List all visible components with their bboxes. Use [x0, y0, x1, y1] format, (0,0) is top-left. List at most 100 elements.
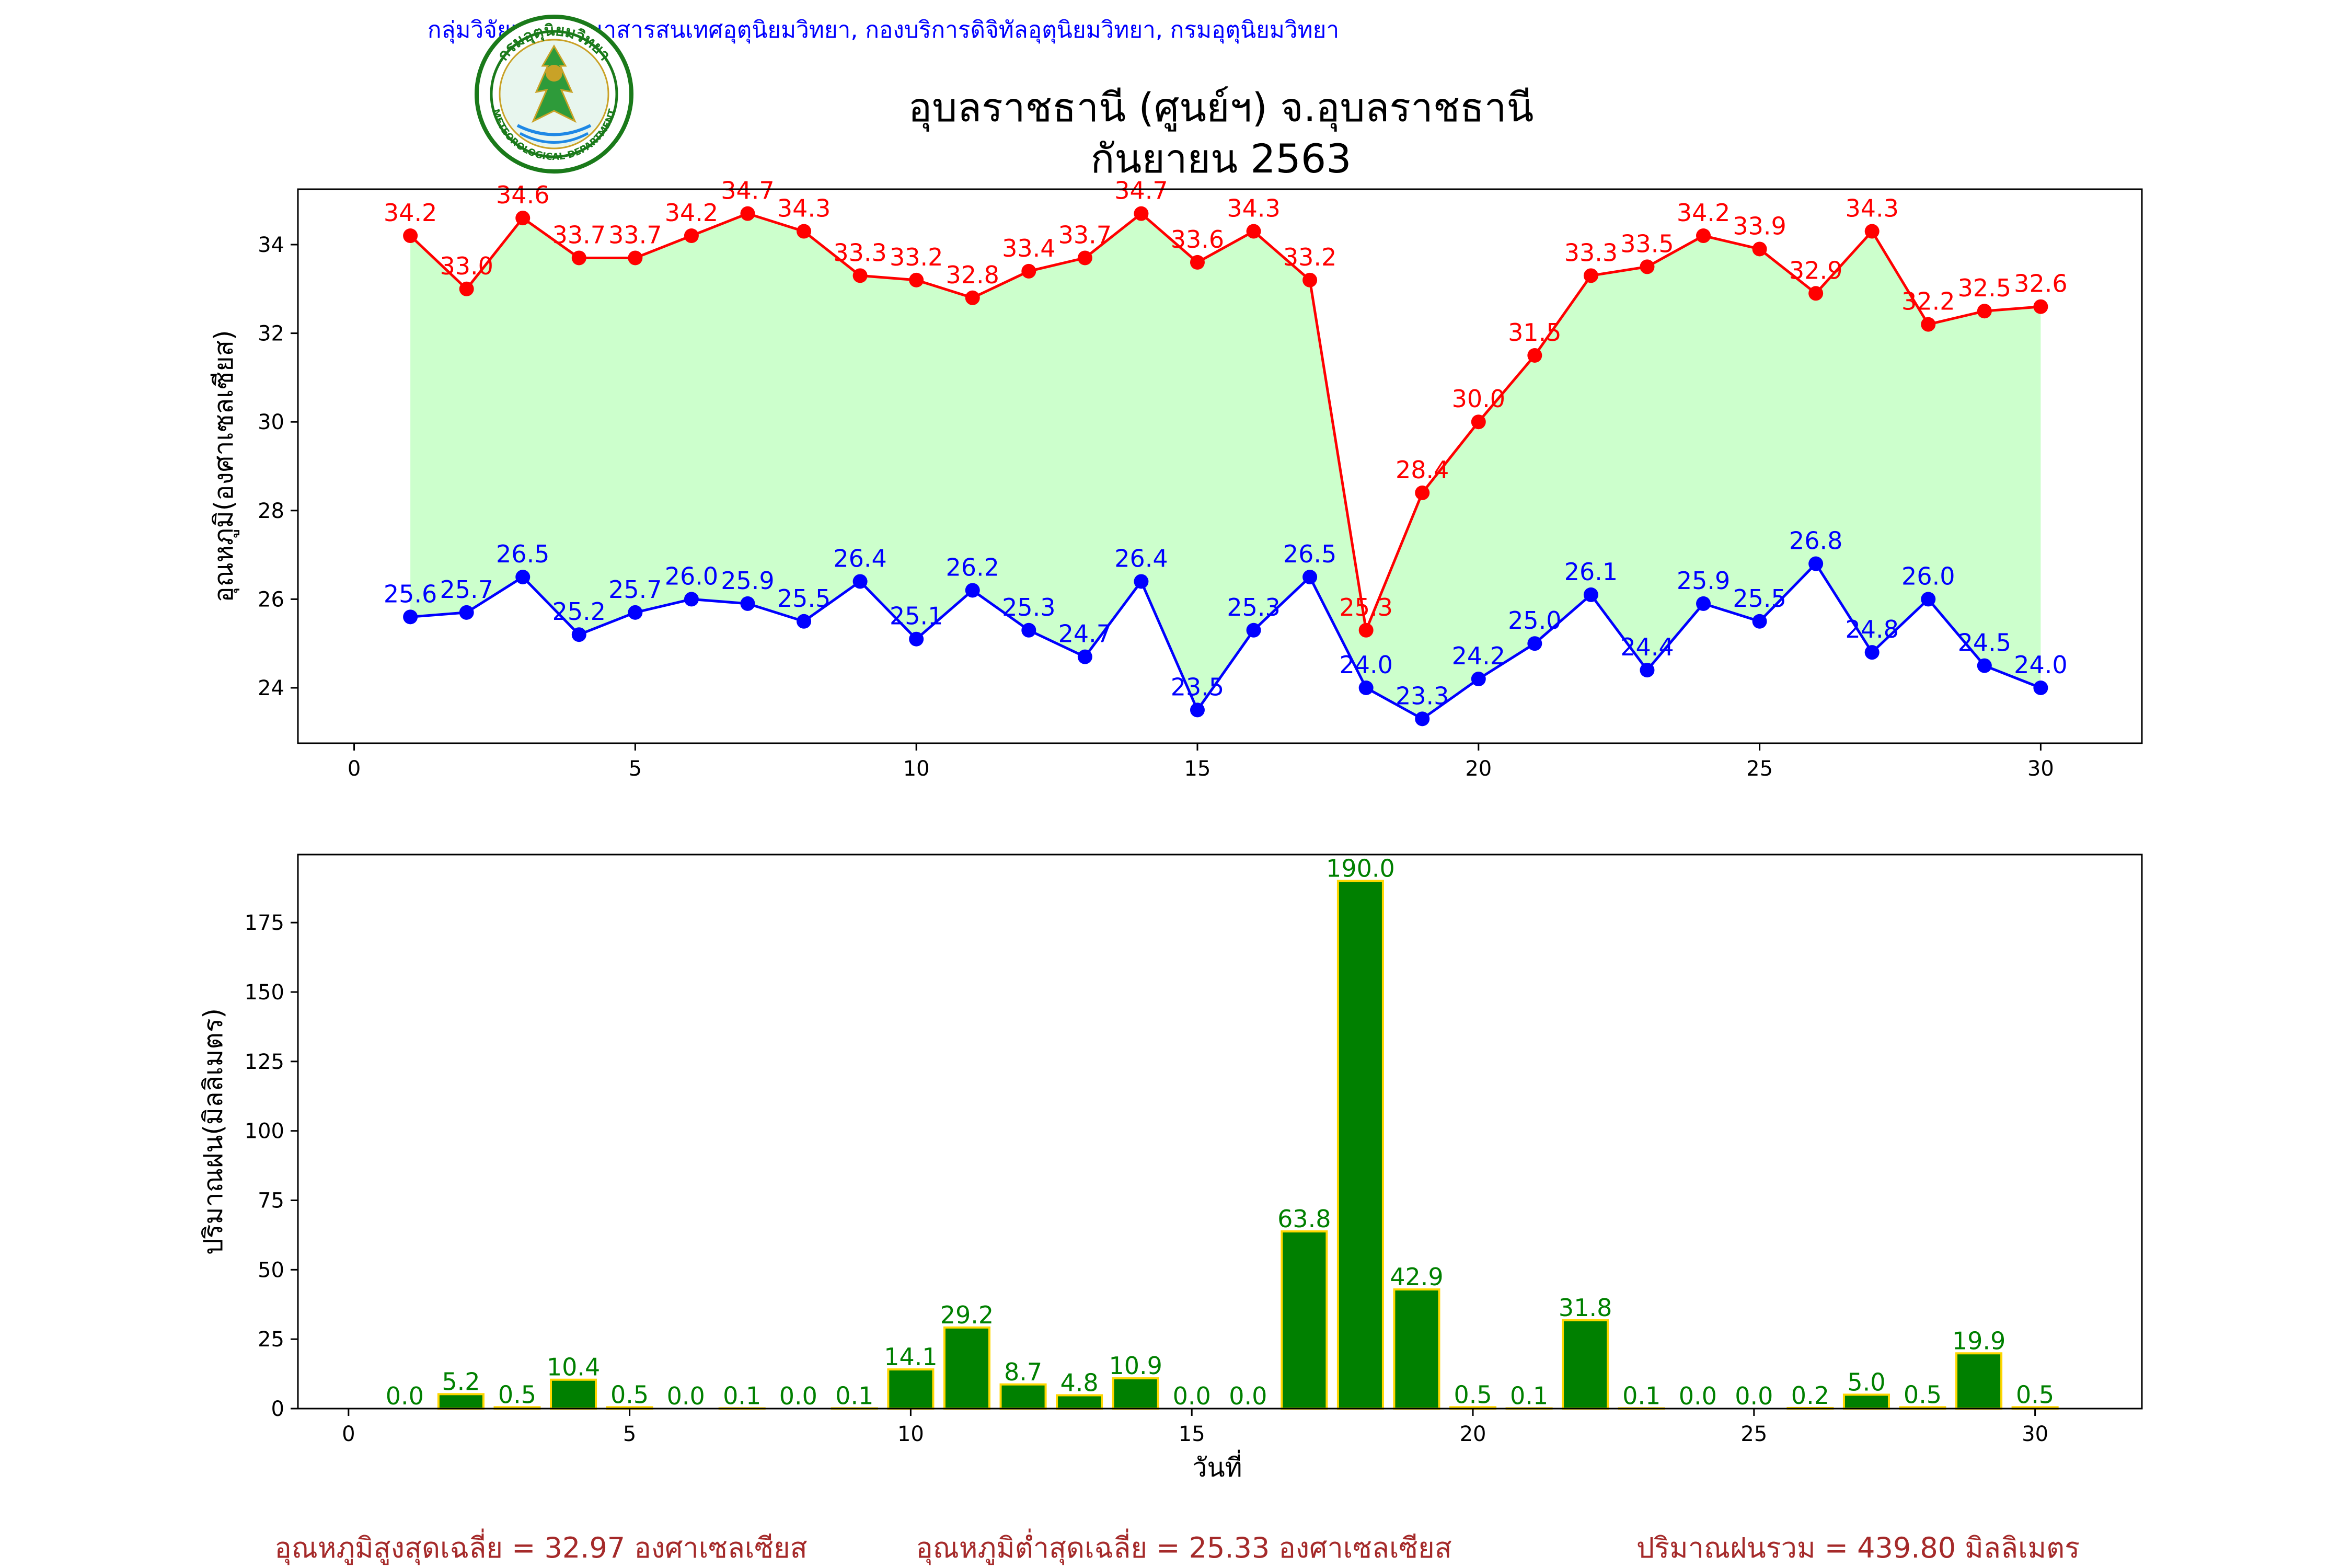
- temperature-max-point: [1583, 268, 1598, 283]
- x-tick-label: 10: [903, 757, 930, 781]
- temperature-max-point: [1640, 259, 1655, 274]
- y-tick-label: 125: [245, 1050, 284, 1074]
- rainfall-x-axis-label: วันที่: [1192, 1450, 1242, 1483]
- y-tick-label: 28: [258, 499, 284, 523]
- rainfall-bar-label: 0.1: [835, 1381, 873, 1410]
- temperature-max-point: [1302, 272, 1318, 287]
- y-tick-label: 32: [258, 322, 284, 346]
- temperature-max-label: 34.7: [721, 177, 774, 205]
- temperature-min-point: [852, 574, 868, 589]
- rainfall-bar-label: 0.5: [498, 1380, 536, 1409]
- rainfall-bar-label: 0.1: [723, 1381, 761, 1410]
- temperature-min-point: [1134, 574, 1149, 589]
- temperature-max-point: [1021, 263, 1036, 279]
- temperature-min-label: 26.4: [833, 544, 886, 572]
- temperature-max-label: 33.6: [1171, 225, 1224, 253]
- temperature-max-label: 34.2: [384, 199, 437, 227]
- y-tick-label: 34: [258, 233, 284, 257]
- rainfall-bar-label: 190.0: [1326, 854, 1395, 882]
- x-tick-label: 25: [1740, 1422, 1767, 1446]
- x-tick-label: 15: [1179, 1422, 1205, 1446]
- rainfall-bar-label: 0.5: [1904, 1380, 1942, 1409]
- temperature-min-label: 25.7: [440, 575, 493, 604]
- rainfall-bar-label: 0.0: [667, 1382, 705, 1410]
- y-tick-label: 24: [258, 676, 284, 700]
- temperature-max-point: [797, 224, 812, 239]
- rainfall-bar-label: 5.0: [1847, 1368, 1885, 1396]
- footer-avg-min: อุณหภูมิต่ำสุดเฉลี่ย = 25.33 องศาเซลเซีย…: [916, 1528, 1451, 1565]
- temperature-max-label: 34.6: [496, 181, 549, 209]
- x-tick-label: 5: [629, 757, 642, 781]
- temperature-max-point: [1921, 317, 1936, 332]
- rainfall-bar: [1393, 1288, 1440, 1410]
- temperature-min-label: 24.8: [1845, 615, 1898, 643]
- temperature-min-label: 26.8: [1789, 527, 1842, 555]
- temperature-min-label: 26.1: [1564, 558, 1618, 586]
- temperature-max-point: [1752, 241, 1767, 257]
- temperature-max-label: 33.3: [833, 238, 886, 267]
- x-tick-label: 30: [2027, 757, 2054, 781]
- temperature-min-label: 26.4: [1114, 544, 1168, 572]
- rainfall-bars: [437, 880, 2059, 1410]
- rainfall-bar-label: 0.0: [1679, 1382, 1717, 1410]
- y-tick-label: 150: [245, 981, 284, 1005]
- rainfall-bar-label: 19.9: [1952, 1327, 2005, 1355]
- temperature-min-point: [1077, 649, 1092, 664]
- temperature-min-point: [571, 627, 586, 642]
- temperature-max-point: [571, 250, 586, 266]
- temperature-min-point: [515, 570, 531, 584]
- rainfall-bar-label: 8.7: [1004, 1358, 1042, 1386]
- temperature-min-point: [1415, 711, 1430, 727]
- temperature-max-point: [403, 228, 418, 244]
- temperature-min-point: [1021, 622, 1036, 638]
- rainfall-bar: [1955, 1352, 2003, 1410]
- temperature-min-point: [1583, 587, 1598, 602]
- rainfall-bar: [943, 1326, 990, 1410]
- rainfall-bar: [999, 1383, 1047, 1410]
- temperature-max-label: 32.6: [2014, 270, 2067, 298]
- temperature-y-axis-label: อุณหภูมิ(องศาเซลเซียส): [209, 330, 239, 602]
- temperature-axis-ticks: 0 5 10 15 20 25 30 24 26 28 30 32 34: [258, 233, 2054, 781]
- rainfall-bar: [1336, 880, 1384, 1410]
- y-tick-label: 100: [245, 1120, 284, 1144]
- temperature-max-label: 34.7: [1114, 177, 1168, 205]
- temperature-min-point: [909, 631, 924, 647]
- temperature-max-label: 33.0: [440, 252, 493, 280]
- temperature-max-point: [852, 268, 868, 283]
- temperature-min-point: [459, 605, 474, 620]
- x-tick-label: 25: [1746, 757, 1773, 781]
- temperature-max-label: 28.4: [1396, 456, 1449, 484]
- temperature-min-label: 26.0: [665, 562, 718, 590]
- rainfall-bar: [1842, 1393, 1890, 1410]
- temperature-min-label: 25.6: [384, 580, 437, 608]
- temperature-min-point: [2033, 681, 2048, 695]
- rainfall-bar-label: 0.5: [610, 1380, 649, 1409]
- temperature-max-label: 34.3: [1227, 194, 1280, 223]
- rainfall-bar-label: 0.0: [779, 1382, 817, 1410]
- temperature-min-point: [1752, 614, 1767, 629]
- temperature-max-label: 33.7: [1058, 221, 1112, 249]
- temperature-max-point: [1808, 286, 1824, 301]
- temperature-min-label: 25.1: [890, 602, 943, 630]
- rainfall-bar: [1562, 1319, 1609, 1410]
- y-tick-label: 30: [258, 410, 284, 434]
- rainfall-bar-label: 14.1: [884, 1343, 937, 1371]
- temperature-min-point: [1977, 658, 1992, 673]
- rainfall-bar-label: 0.0: [1735, 1382, 1773, 1410]
- temperature-max-point: [1134, 206, 1149, 221]
- temperature-max-label: 32.2: [1901, 287, 1955, 316]
- x-tick-label: 20: [1465, 757, 1492, 781]
- temperature-min-label: 25.3: [1002, 593, 1055, 621]
- rainfall-bar-label: 0.1: [1510, 1381, 1548, 1410]
- temperature-min-point: [797, 614, 812, 629]
- temperature-max-label: 31.5: [1508, 318, 1561, 347]
- temperature-max-label: 32.5: [1958, 274, 2011, 302]
- temperature-min-point: [1190, 702, 1205, 718]
- temperature-max-point: [1415, 485, 1430, 500]
- temperature-min-point: [1808, 556, 1824, 571]
- temperature-max-line: [409, 212, 2041, 635]
- rainfall-bar-label: 0.0: [1173, 1382, 1211, 1410]
- temperature-min-point: [684, 592, 699, 607]
- temperature-min-label: 24.0: [2014, 651, 2067, 679]
